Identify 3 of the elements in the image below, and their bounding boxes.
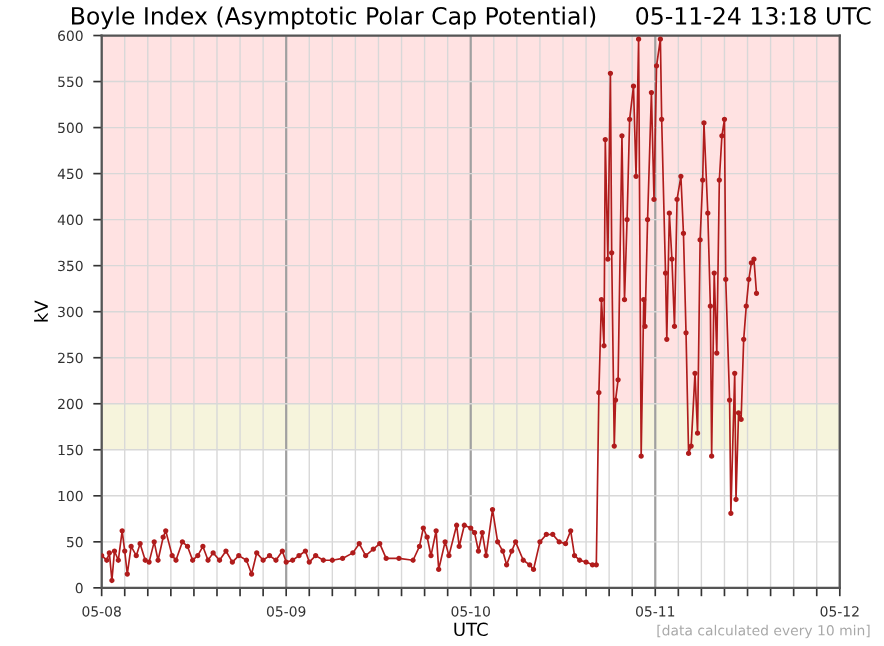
chart-title: Boyle Index (Asymptotic Polar Cap Potential) 05-11-24 13:18 UTC (72, 6, 871, 30)
x-axis-title: UTC (454, 622, 488, 637)
y-axis-title: kV (34, 300, 48, 322)
